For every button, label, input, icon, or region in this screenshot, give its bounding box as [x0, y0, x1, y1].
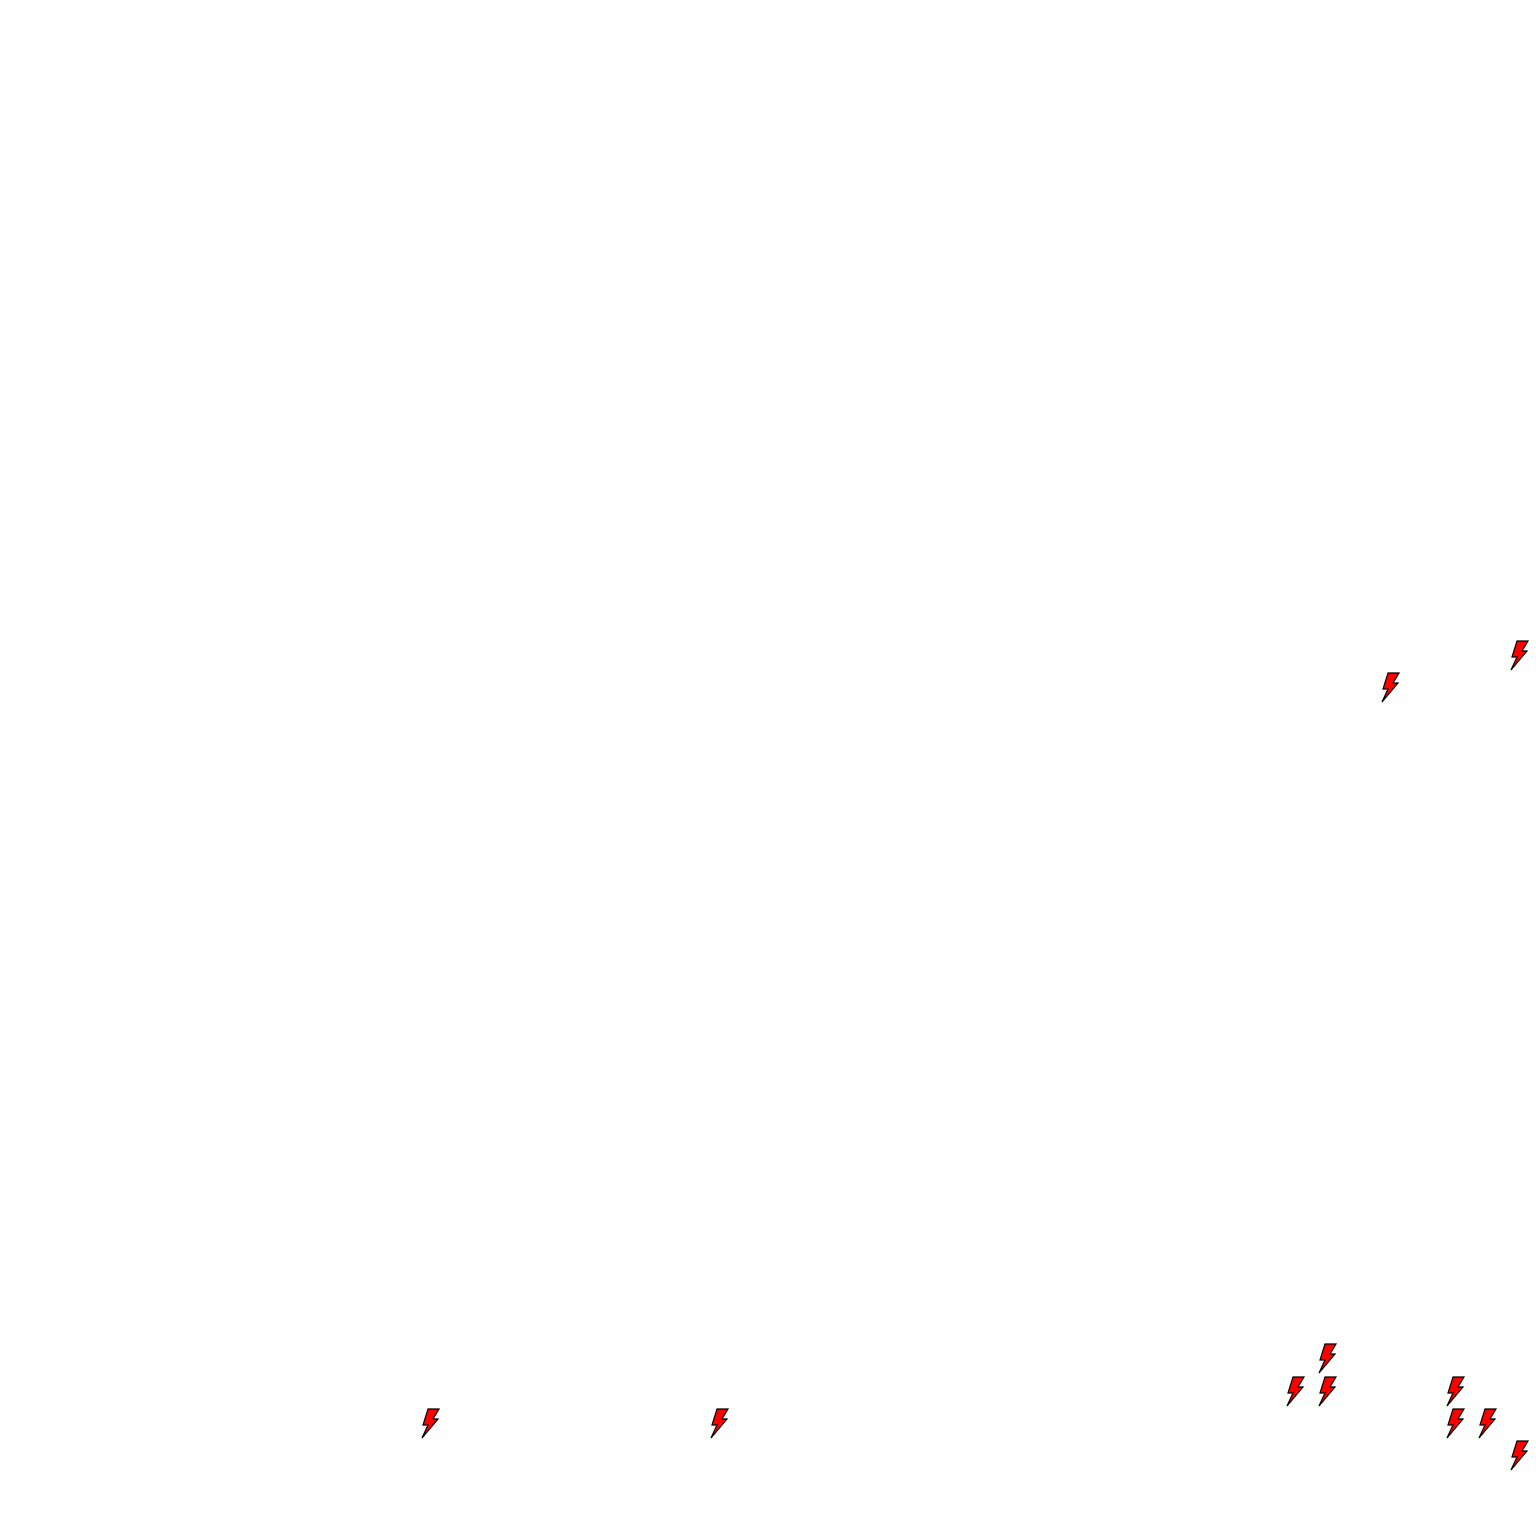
page: [0, 0, 1536, 1536]
background: [0, 0, 1536, 1536]
map-canvas: [0, 0, 1536, 1536]
